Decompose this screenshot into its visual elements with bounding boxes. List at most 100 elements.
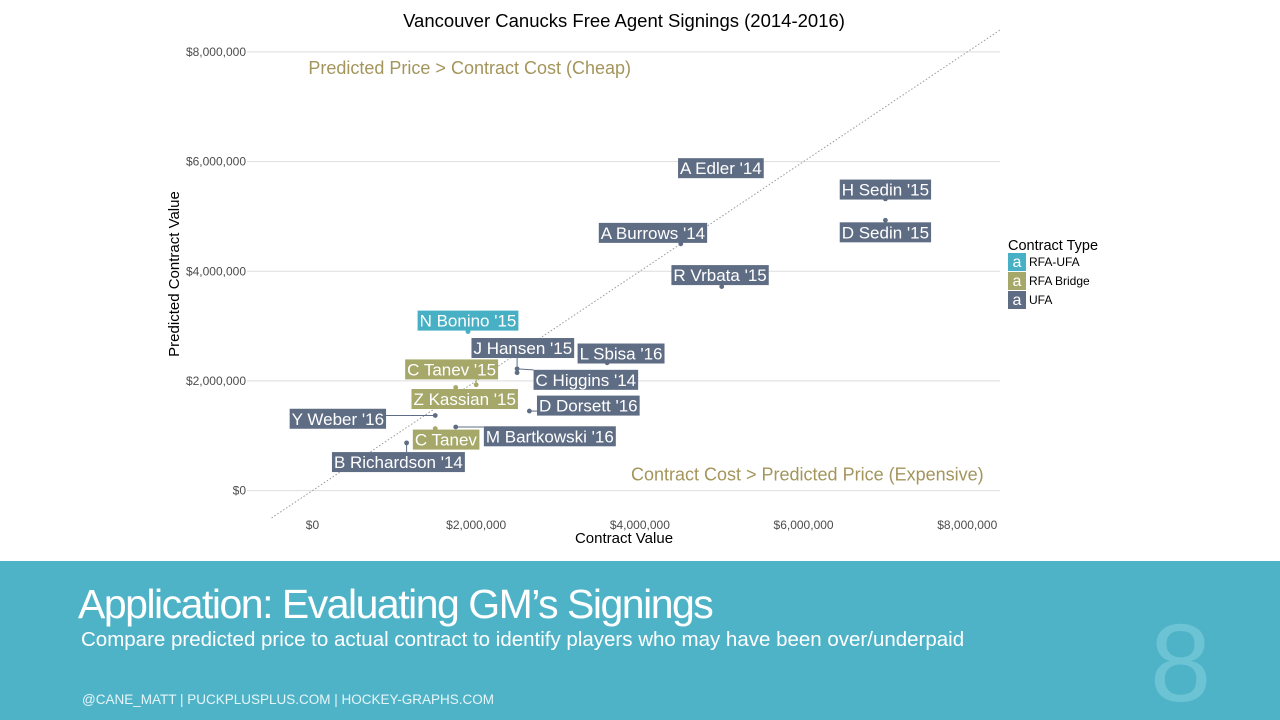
point-marker [432, 413, 438, 418]
reference-line [271, 29, 1001, 519]
point-label: Z Kassian '15 [411, 389, 518, 410]
point-label: A Burrows '14 [598, 222, 708, 243]
point-label-box [598, 222, 708, 243]
point-label-text: L Sbisa '16 [580, 345, 663, 364]
point-marker [514, 370, 520, 376]
x-tick-label: $0 [306, 518, 320, 532]
legend-label: RFA-UFA [1029, 255, 1080, 269]
legend-key-glyph: a [1013, 254, 1022, 271]
point-label-box [533, 369, 639, 390]
gridlines [247, 51, 1000, 492]
point-label-text: N Bonino '15 [420, 312, 517, 331]
legend-key [1008, 272, 1026, 290]
legend-key-glyph: a [1013, 292, 1022, 309]
point-label: C Tanev '15 [405, 359, 499, 380]
point-marker [883, 217, 888, 223]
chart-annotation: Contract Cost > Predicted Price (Expensi… [631, 465, 984, 485]
y-tick-label: $0 [233, 484, 247, 498]
point-label: H Sedin '15 [839, 179, 932, 200]
slide-title: Application: Evaluating GM’s Signings [78, 581, 714, 627]
x-tick-label: $8,000,000 [937, 518, 997, 532]
leader-lines [386, 220, 886, 453]
point-label-box [412, 429, 480, 450]
x-axis-title: Contract Value [575, 530, 673, 547]
slide-credits: @CANE_MATT | PUCKPLUSPLUS.COM | HOCKEY-G… [82, 692, 495, 707]
point-label-box [678, 158, 764, 179]
legend-item: a RFA-UFA [1008, 253, 1080, 271]
legend-key [1008, 253, 1026, 271]
point-label-box [405, 359, 499, 380]
point-label-box [839, 179, 932, 200]
x-tick-label: $6,000,000 [774, 518, 834, 532]
point-label-text: B Richardson '14 [334, 453, 463, 472]
y-tick-label: $8,000,000 [186, 45, 246, 59]
y-tick-label: $6,000,000 [186, 155, 246, 169]
point-label: C Higgins '14 [533, 369, 639, 390]
point-label-box [536, 395, 640, 416]
point-label-text: D Dorsett '16 [539, 397, 638, 416]
point-marker [453, 424, 459, 430]
point-marker [514, 366, 520, 372]
slide-page-number: 8 [1150, 602, 1212, 720]
legend-title: Contract Type [1008, 238, 1098, 254]
x-tick-label: $2,000,000 [446, 518, 506, 532]
point-label-text: J Hansen '15 [473, 339, 572, 358]
y-tick-label: $2,000,000 [186, 374, 246, 388]
y-axis-title: Predicted Contract Value [166, 191, 183, 357]
point-label: A Edler '14 [678, 158, 764, 179]
chart-annotation: Predicted Price > Contract Cost (Cheap) [308, 58, 631, 78]
point-label: L Sbisa '16 [577, 343, 665, 364]
point-label: R Vrbata '15 [671, 265, 769, 286]
point-label-box [411, 389, 518, 410]
legend-key [1008, 291, 1026, 309]
point-label-text: C Higgins '14 [536, 371, 637, 390]
point-label: M Bartkowski '16 [483, 426, 616, 447]
point-label: D Dorsett '16 [536, 395, 640, 416]
point-label-text: D Sedin '15 [842, 223, 929, 242]
point-marker [473, 382, 479, 388]
point-label: C Tanev [412, 429, 480, 450]
point-labels: A Edler '14 H Sedin '15 D Sedin '15 A Burro… [289, 158, 932, 473]
point-label-text: A Burrows '14 [601, 224, 705, 243]
point-label-box [483, 426, 616, 447]
point-marker [526, 408, 532, 414]
point-label-text: Z Kassian '15 [413, 390, 515, 409]
point-label-text: H Sedin '15 [842, 181, 929, 200]
point-label: J Hansen '15 [471, 338, 575, 359]
slide-subtitle: Compare predicted price to actual contra… [81, 628, 965, 651]
point-label-box [839, 222, 932, 243]
data-points: A Edler '14 H Sedin '15 D Sedin '15 A Burro… [289, 158, 932, 473]
point-label-box [471, 338, 575, 359]
point-marker [719, 284, 725, 290]
point-marker [453, 385, 459, 390]
point-label-text: A Edler '14 [680, 159, 762, 178]
point-label-text: M Bartkowski '16 [486, 427, 614, 446]
point-label: B Richardson '14 [331, 452, 465, 473]
point-label-box [417, 310, 519, 331]
x-tick-label: $4,000,000 [610, 518, 670, 532]
legend-item: a UFA [1008, 291, 1052, 309]
annotations: Predicted Price > Contract Cost (Cheap) C… [308, 58, 983, 485]
point-label-text: C Tanev [415, 431, 478, 450]
legend-label: UFA [1029, 293, 1052, 307]
leader-line [517, 368, 534, 371]
point-label-box [577, 343, 665, 364]
point-label: N Bonino '15 [417, 310, 519, 331]
chart-title: Vancouver Canucks Free Agent Signings (2… [403, 10, 845, 31]
point-label: Y Weber '16 [289, 408, 387, 429]
scatter-chart: $0 $2,000,000 $4,000,000 $6,000,000 $8,000,0… [166, 10, 1098, 547]
point-label-box [289, 408, 387, 429]
y-tick-label: $4,000,000 [186, 264, 246, 278]
point-label: D Sedin '15 [839, 222, 932, 243]
point-label-box [331, 452, 465, 473]
axis-ticks: $0 $2,000,000 $4,000,000 $6,000,000 $8,000,0… [186, 45, 998, 532]
point-label-text: Y Weber '16 [292, 410, 384, 429]
point-label-text: C Tanev '15 [407, 360, 496, 379]
diagonal-reference-line [271, 29, 1001, 519]
point-marker [404, 440, 410, 446]
legend-key-glyph: a [1013, 273, 1022, 290]
slide-footer: Application: Evaluating GM’s Signings Co… [0, 561, 1280, 720]
point-label-text: R Vrbata '15 [673, 266, 766, 285]
legend-item: a RFA Bridge [1008, 272, 1090, 290]
